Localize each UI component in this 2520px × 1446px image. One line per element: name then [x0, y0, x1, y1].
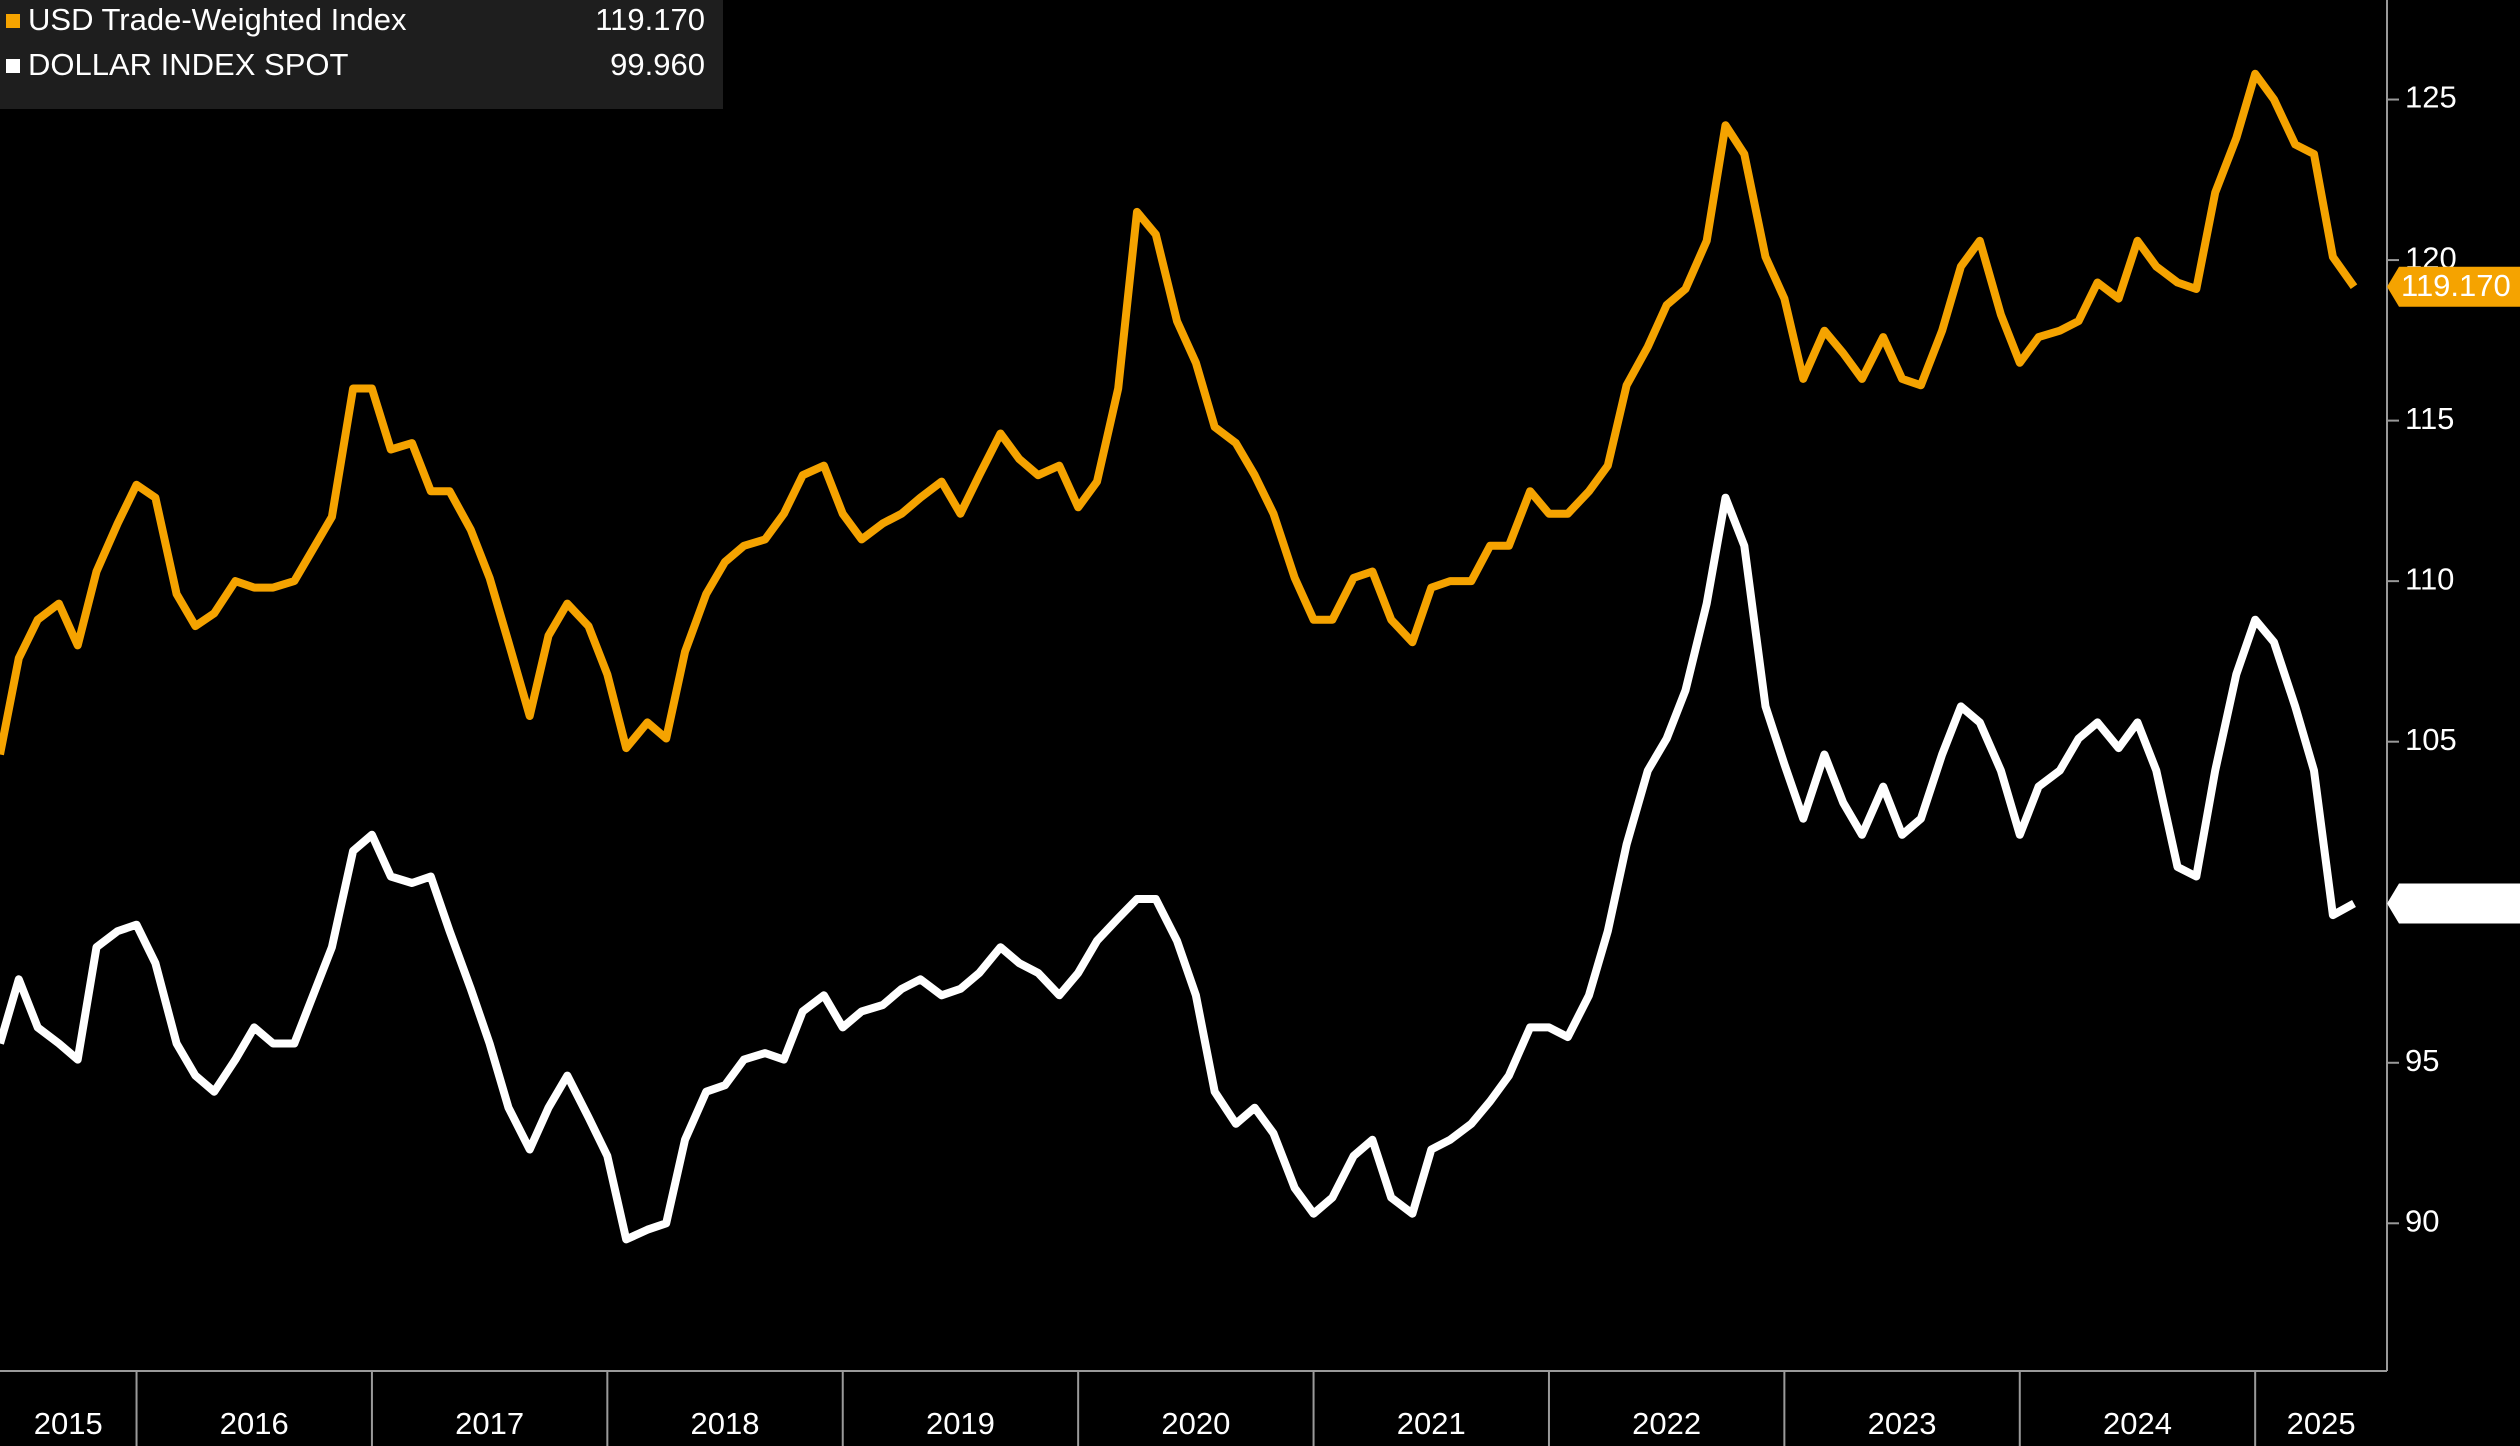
- last-value-label: 119.170: [2401, 268, 2511, 303]
- y-tick-label: 105: [2405, 722, 2457, 757]
- last-value-tag: [2387, 266, 2520, 307]
- legend-swatch: [6, 14, 20, 28]
- legend-name: USD Trade-Weighted Index: [28, 2, 407, 37]
- x-tick-label: 2021: [1397, 1406, 1466, 1441]
- x-tick-label: 2025: [2287, 1406, 2356, 1441]
- x-tick-label: 2023: [1868, 1406, 1937, 1441]
- x-tick-label: 2020: [1161, 1406, 1230, 1441]
- legend-value: 99.960: [610, 47, 705, 82]
- y-tick-label: 125: [2405, 80, 2457, 115]
- last-value-tag: [2387, 883, 2520, 924]
- y-tick-label: 115: [2405, 401, 2454, 436]
- x-tick-label: 2017: [455, 1406, 524, 1441]
- x-tick-label: 2024: [2103, 1406, 2172, 1441]
- x-tick-label: 2019: [926, 1406, 995, 1441]
- x-tick-label: 2018: [691, 1406, 760, 1441]
- x-tick-label: 2022: [1632, 1406, 1701, 1441]
- series-line: [0, 493, 2356, 1244]
- series-line: [0, 69, 2358, 756]
- y-tick-label: 95: [2405, 1043, 2439, 1078]
- legend-name: DOLLAR INDEX SPOT: [28, 47, 348, 82]
- legend-box: [0, 0, 723, 109]
- x-tick-label: 2015: [34, 1406, 103, 1441]
- y-tick-label: 90: [2405, 1203, 2439, 1238]
- last-value-label: 99.960: [2401, 885, 2496, 920]
- y-tick-label: 110: [2405, 561, 2454, 596]
- legend-value: 119.170: [595, 2, 705, 37]
- legend-swatch: [6, 59, 20, 73]
- x-tick-label: 2016: [220, 1406, 289, 1441]
